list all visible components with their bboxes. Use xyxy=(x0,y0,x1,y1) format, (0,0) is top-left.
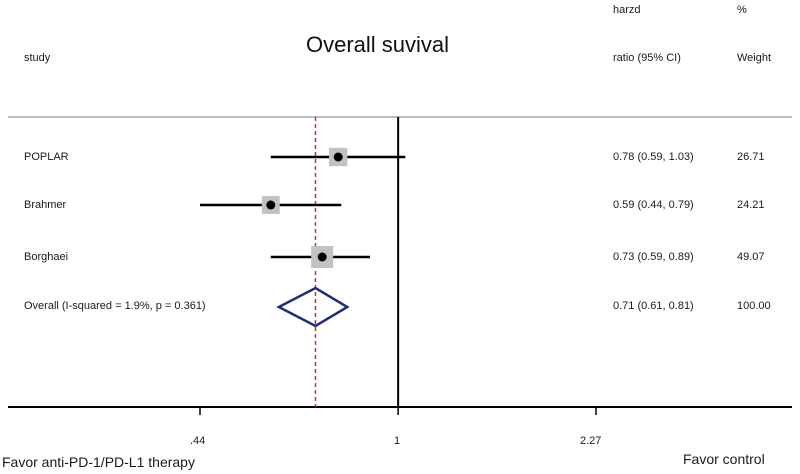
weight-overall: 100.00 xyxy=(737,300,771,312)
header-study: study xyxy=(24,52,51,64)
hr-ci-brahmer: 0.59 (0.44, 0.79) xyxy=(613,199,694,211)
footer-favor-therapy: Favor anti-PD-1/PD-L1 therapy xyxy=(2,454,195,470)
weight-borghaei: 49.07 xyxy=(737,251,765,263)
overall-diamond xyxy=(276,286,350,328)
hr-ci-poplar: 0.78 (0.59, 1.03) xyxy=(613,151,694,163)
study-label-brahmer: Brahmer xyxy=(24,199,67,211)
hr-ci-overall: 0.71 (0.61, 0.81) xyxy=(613,300,694,312)
overall-label: Overall (I-squared = 1.9%, p = 0.361) xyxy=(24,300,206,312)
x-tick-label-1: 1 xyxy=(394,435,401,447)
study-label-poplar: POPLAR xyxy=(24,151,69,163)
x-tick-label-227: 2.27 xyxy=(580,435,602,447)
header-weight-line2: Weight xyxy=(737,52,772,64)
weight-poplar: 26.71 xyxy=(737,151,765,163)
x-tick-label-044: .44 xyxy=(190,435,206,447)
hr-ci-borghaei: 0.73 (0.59, 0.89) xyxy=(613,251,694,263)
header-hr-line1: harzd xyxy=(613,4,641,16)
header-hr-line2: ratio (95% CI) xyxy=(613,52,681,64)
point-estimate-borghaei xyxy=(317,252,327,262)
header-weight-line1: % xyxy=(737,4,747,16)
footer-favor-control: Favor control xyxy=(683,451,765,467)
point-estimate-brahmer xyxy=(266,200,276,210)
chart-title: Overall suvival xyxy=(306,32,450,57)
weight-brahmer: 24.21 xyxy=(737,199,765,211)
study-label-borghaei: Borghaei xyxy=(24,251,69,263)
point-estimate-poplar xyxy=(333,152,343,162)
